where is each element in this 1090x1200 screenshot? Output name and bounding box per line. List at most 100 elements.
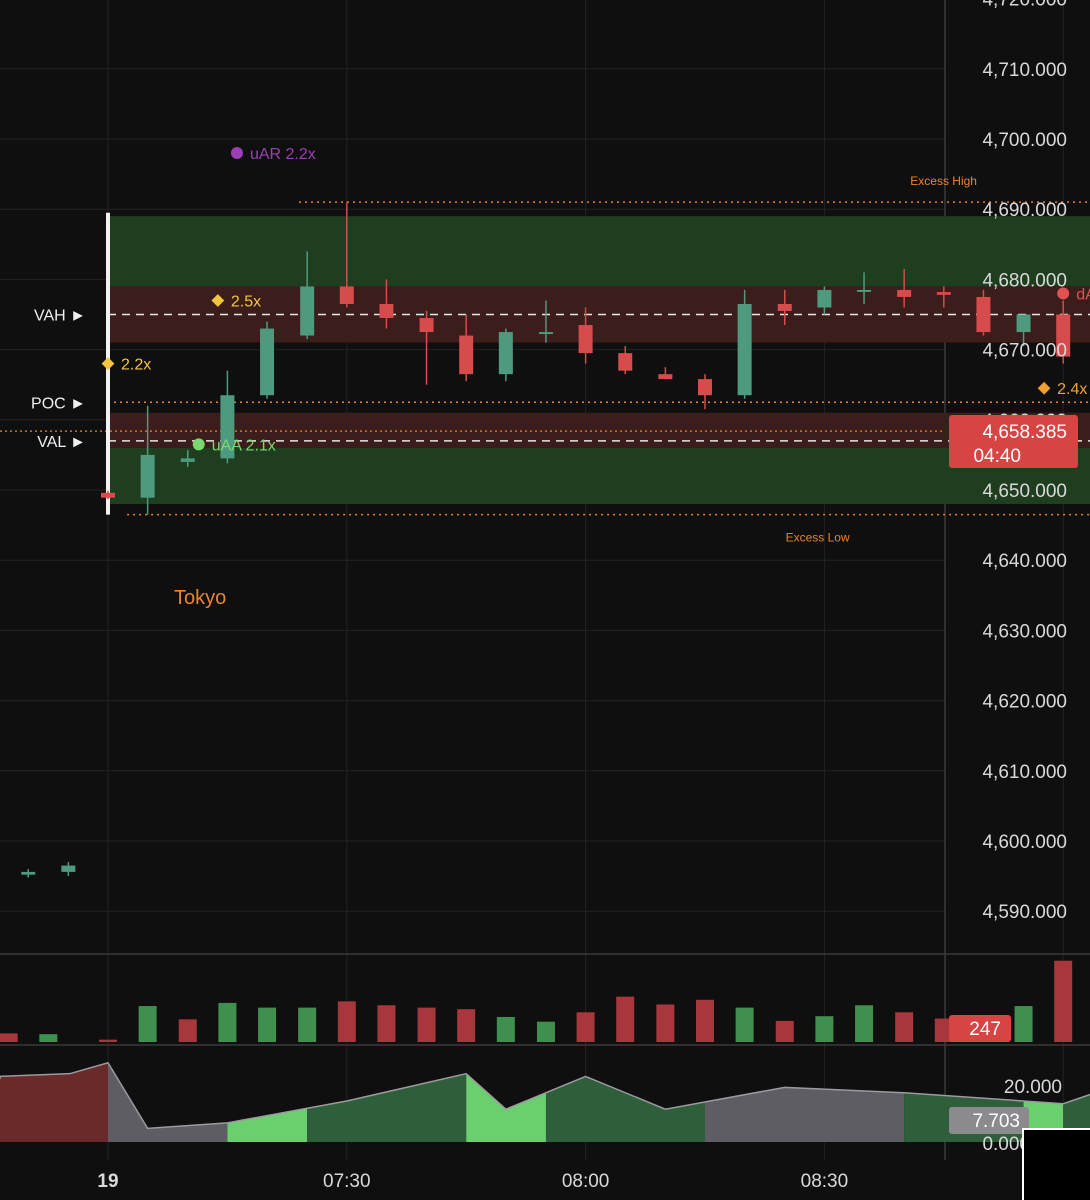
volume-bar xyxy=(934,1018,953,1042)
volume-bar xyxy=(377,1005,396,1042)
annotation-marker xyxy=(230,147,243,160)
volume-bar xyxy=(0,1033,18,1042)
volume-bar xyxy=(536,1021,555,1042)
candle xyxy=(817,289,832,308)
volume-bar xyxy=(39,1034,58,1042)
y-tick-label: 4,650.000 xyxy=(982,481,1067,502)
volume-bar xyxy=(496,1016,515,1042)
y-tick-label: 4,690.000 xyxy=(982,200,1067,221)
volume-bar xyxy=(258,1007,277,1042)
price-badge-value: 4,658.385 xyxy=(982,422,1067,443)
price-badge-countdown: 04:40 xyxy=(973,446,1021,467)
indicator-area xyxy=(307,1073,467,1142)
annotation-marker xyxy=(192,438,205,451)
volume-bar xyxy=(855,1005,874,1042)
candle xyxy=(698,379,712,396)
volume-bar xyxy=(576,1012,595,1042)
excess-high-label: Excess High xyxy=(910,174,977,188)
value-area-zones xyxy=(108,216,1090,505)
y-tick-label: 4,700.000 xyxy=(982,130,1067,151)
candle xyxy=(459,335,474,375)
annotation-marker xyxy=(1037,381,1051,395)
volume-bar xyxy=(775,1020,794,1042)
volume-bar xyxy=(1054,960,1073,1042)
volume-bar xyxy=(298,1007,317,1042)
candle xyxy=(578,325,593,354)
y-tick-label: 4,620.000 xyxy=(982,692,1067,713)
val-label: VAL ► xyxy=(37,434,86,451)
candle xyxy=(339,286,354,304)
volume-bar xyxy=(178,1019,197,1042)
candle xyxy=(658,374,673,380)
prior-candle xyxy=(61,865,76,872)
indicator-area xyxy=(705,1087,905,1142)
y-tick-label: 4,670.000 xyxy=(982,341,1067,362)
y-tick-label: 4,720.000 xyxy=(982,0,1067,11)
volume-bar xyxy=(457,1009,476,1042)
volume-bar xyxy=(138,1006,157,1042)
indicator-area xyxy=(466,1073,546,1142)
indicator-area xyxy=(545,1076,705,1142)
x-tick-label: 07:30 xyxy=(323,1171,371,1192)
candle xyxy=(180,458,195,462)
volume-badge-value: 247 xyxy=(969,1019,1001,1040)
candle xyxy=(220,395,235,459)
y-tick-label: 4,590.000 xyxy=(982,902,1067,923)
annotation-marker xyxy=(101,357,115,371)
candle xyxy=(857,289,872,292)
volume-badge xyxy=(949,1015,1011,1042)
candle xyxy=(379,303,394,319)
candle xyxy=(101,492,115,498)
volume-bar xyxy=(815,1016,834,1042)
volume-bar xyxy=(616,996,635,1042)
candle xyxy=(260,328,275,396)
volume-pane xyxy=(0,960,1073,1042)
poc-label: POC ► xyxy=(31,395,86,412)
annotation-label: dAA 1.7x xyxy=(1076,286,1090,303)
candle xyxy=(300,286,315,336)
indicator-pane xyxy=(0,1061,1090,1142)
profile-levels: Excess High Excess Low VAH ► POC ► VAL ► xyxy=(0,174,1090,545)
x-tick-label: 08:00 xyxy=(562,1171,610,1192)
overlay-box xyxy=(1022,1128,1090,1200)
candle xyxy=(618,353,633,371)
annotation-label: uAA 2.1x xyxy=(212,437,276,454)
y-tick-label: 4,600.000 xyxy=(982,832,1067,853)
volume-bar xyxy=(99,1039,117,1042)
price-badge xyxy=(949,415,1078,468)
indicator-area xyxy=(227,1108,308,1142)
indicator-badge-value: 7.703 xyxy=(972,1111,1020,1132)
annotation-label: 2.5x xyxy=(231,293,261,310)
excess-low-label: Excess Low xyxy=(786,531,850,545)
candle xyxy=(1016,314,1031,333)
candle xyxy=(737,303,752,396)
volume-bar xyxy=(1014,1006,1033,1042)
candle xyxy=(976,296,991,333)
annotation-label: 2.4x xyxy=(1057,381,1087,398)
y-tick-label: 4,640.000 xyxy=(982,551,1067,572)
candle xyxy=(538,332,553,335)
candle xyxy=(140,454,155,498)
indicator-badge xyxy=(949,1107,1029,1134)
value-zone xyxy=(108,412,1090,448)
volume-bar xyxy=(656,1004,675,1042)
session-label: Tokyo xyxy=(174,587,226,609)
volume-bar xyxy=(337,1001,356,1042)
indicator-line xyxy=(0,1061,1090,1130)
candle xyxy=(936,292,951,295)
x-tick-label: 08:30 xyxy=(801,1171,849,1192)
value-zone xyxy=(108,447,1090,505)
indicator-tick-label: 20.000 xyxy=(1004,1077,1062,1098)
value-zone xyxy=(108,216,1090,287)
indicator-area xyxy=(0,1062,108,1142)
y-tick-label: 4,610.000 xyxy=(982,762,1067,783)
annotation-marker xyxy=(211,294,225,307)
candle xyxy=(777,303,792,311)
candles xyxy=(21,202,1071,878)
annotation-label: uAR 2.2x xyxy=(250,146,316,163)
candle xyxy=(1056,314,1071,357)
annotation-label: 2.2x xyxy=(121,357,151,374)
x-tick-label: 19 xyxy=(97,1171,118,1192)
